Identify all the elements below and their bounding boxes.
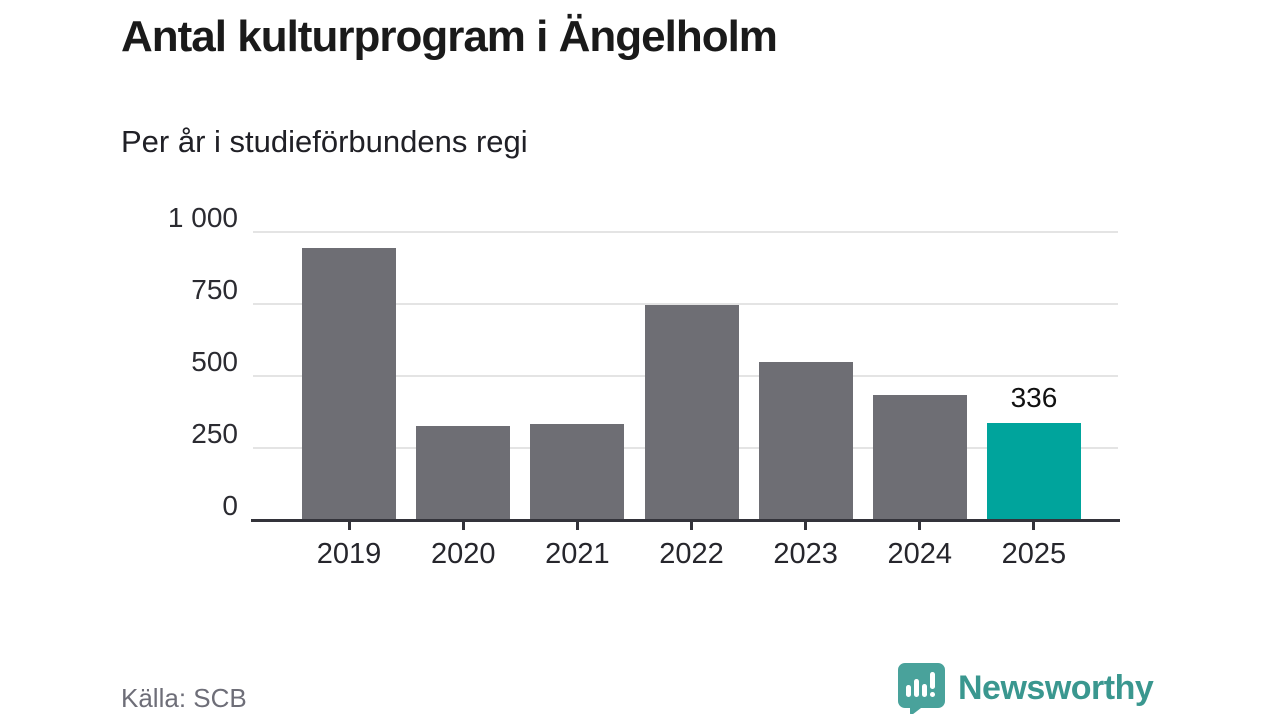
bar-value-label: 336 — [1010, 382, 1058, 414]
x-axis-tick-label: 2020 — [430, 538, 496, 570]
source-label: Källa: SCB — [121, 683, 247, 713]
bar-2025 — [986, 423, 1081, 520]
x-axis-tick — [575, 521, 579, 530]
x-axis-tick — [461, 521, 465, 530]
x-axis-tick-label: 2021 — [545, 538, 610, 570]
x-axis-tick — [347, 521, 351, 530]
y-axis-tick-label: 250 — [191, 418, 238, 449]
chart-subtitle: Per år i studieförbundens regi — [121, 124, 528, 159]
x-axis-tick — [690, 521, 693, 530]
bar-chart-speech-bubble-icon — [898, 663, 945, 714]
y-axis-tick-label: 500 — [191, 346, 238, 377]
bar-2023 — [758, 361, 853, 520]
chart-title: Antal kulturprogram i Ängelholm — [121, 12, 778, 61]
x-axis-tick-label: 2024 — [887, 538, 953, 570]
bar-2024 — [872, 395, 967, 520]
bar-2022 — [644, 305, 739, 520]
x-axis-tick — [804, 521, 808, 530]
y-axis-tick-label: 0 — [222, 490, 238, 521]
x-axis-tick-label: 2023 — [773, 538, 838, 570]
x-axis-line — [251, 519, 1120, 522]
gridline-y-1000 — [253, 231, 1118, 233]
bar-chart-plot-area: 0 250 500 750 1 000 2019 2020 2021 2022 2023 2024 2… — [168, 204, 1120, 570]
gridline-y-750 — [253, 303, 1118, 305]
y-axis-tick-label: 1 000 — [167, 202, 238, 233]
y-axis-tick-label: 750 — [191, 274, 238, 305]
x-axis-tick-label: 2022 — [659, 538, 724, 570]
newsworthy-logo: Newsworthy — [897, 662, 1154, 714]
bar-2019 — [302, 247, 397, 520]
bar-2021 — [530, 423, 625, 520]
bar-2020 — [416, 426, 511, 520]
x-axis-tick — [1032, 521, 1036, 530]
x-axis-tick — [918, 521, 922, 530]
x-axis-tick-label: 2019 — [316, 538, 382, 570]
newsworthy-brand-name: Newsworthy — [958, 668, 1154, 707]
x-axis-tick-label: 2025 — [1001, 538, 1067, 570]
